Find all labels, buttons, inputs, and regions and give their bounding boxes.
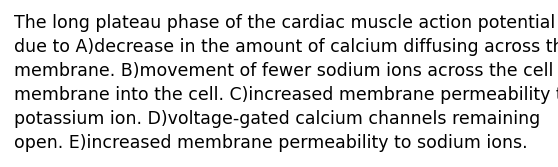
Text: open. E)increased membrane permeability to sodium ions.: open. E)increased membrane permeability … bbox=[14, 134, 528, 152]
Text: The long plateau phase of the cardiac muscle action potential is: The long plateau phase of the cardiac mu… bbox=[14, 14, 558, 32]
Text: due to A)decrease in the amount of calcium diffusing across the: due to A)decrease in the amount of calci… bbox=[14, 38, 558, 56]
Text: membrane into the cell. C)increased membrane permeability to: membrane into the cell. C)increased memb… bbox=[14, 86, 558, 104]
Text: membrane. B)movement of fewer sodium ions across the cell: membrane. B)movement of fewer sodium ion… bbox=[14, 62, 554, 80]
Text: potassium ion. D)voltage-gated calcium channels remaining: potassium ion. D)voltage-gated calcium c… bbox=[14, 110, 540, 128]
